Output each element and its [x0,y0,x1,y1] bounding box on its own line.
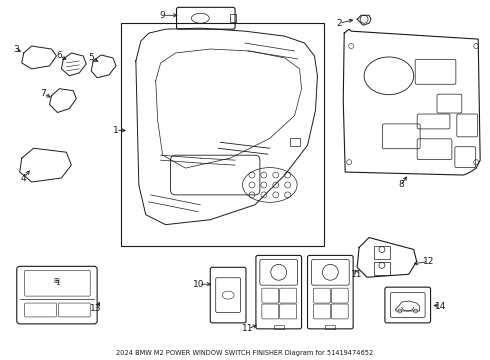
Bar [290,138,299,146]
Text: 1: 1 [113,126,119,135]
Bar [230,14,236,22]
Bar [374,247,390,260]
Text: 7: 7 [41,89,47,98]
Bar [121,23,324,247]
Text: 2: 2 [337,19,342,28]
Text: 11: 11 [242,324,254,333]
Bar [274,325,284,329]
Text: 9: 9 [160,11,166,20]
Text: 3: 3 [13,45,19,54]
Text: 2024 BMW M2 POWER WINDOW SWITCH FINISHER Diagram for 51419474652: 2024 BMW M2 POWER WINDOW SWITCH FINISHER… [117,350,373,356]
Text: 4: 4 [21,174,26,183]
Bar [325,325,335,329]
Text: 6: 6 [56,51,62,60]
Text: 5: 5 [88,53,94,62]
Text: 13: 13 [91,305,102,314]
Text: 10: 10 [193,280,204,289]
Text: 11: 11 [351,270,363,279]
Text: 14: 14 [435,302,446,311]
Bar [374,262,390,275]
Text: 12: 12 [423,257,434,266]
Text: 1: 1 [55,280,60,286]
Text: ⊞: ⊞ [53,278,59,284]
Text: 8: 8 [398,180,404,189]
